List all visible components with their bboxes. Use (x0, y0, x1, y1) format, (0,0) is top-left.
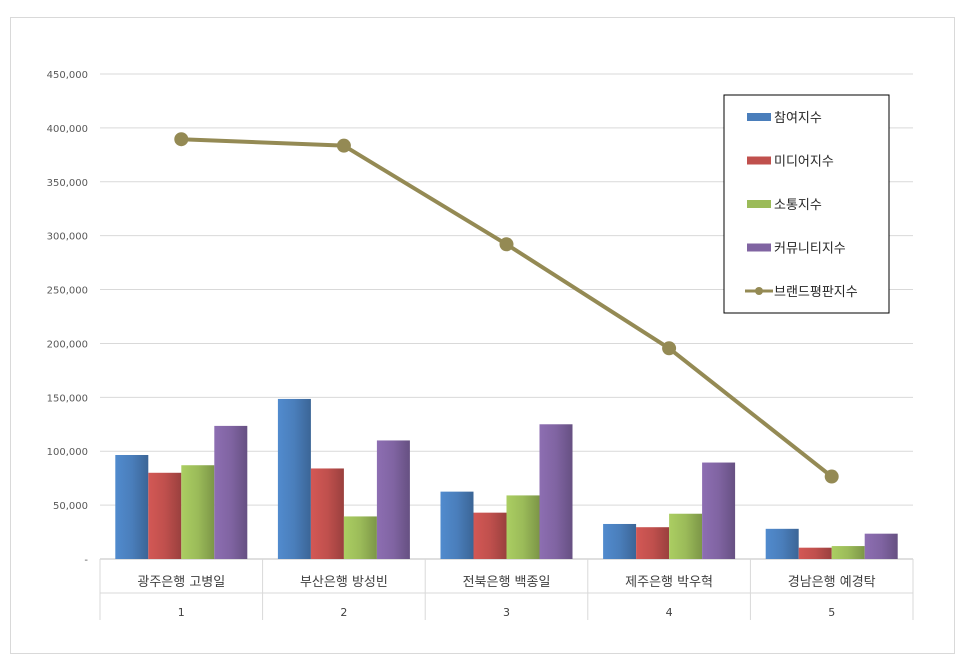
x-category-index: 5 (828, 606, 835, 619)
bar-4 (702, 462, 736, 559)
y-tick-label: 350,000 (47, 178, 88, 189)
line-point (336, 138, 351, 153)
line-point (499, 237, 514, 252)
y-tick-label: 200,000 (47, 339, 88, 350)
x-category-label: 경남은행 예경탁 (788, 574, 876, 590)
bar-4 (864, 533, 898, 559)
legend-label: 소통지수 (774, 198, 822, 213)
bar-2 (148, 472, 182, 559)
bar-1 (115, 454, 149, 559)
legend-line-marker (755, 287, 763, 295)
y-tick-label: 100,000 (47, 447, 88, 458)
line-point (174, 132, 189, 147)
legend-swatch (747, 113, 771, 121)
bar-4 (214, 425, 248, 559)
bar-3 (506, 495, 540, 559)
y-tick-label: 50,000 (53, 501, 88, 512)
x-category-label: 제주은행 박우혁 (625, 574, 713, 590)
bar-4 (539, 424, 573, 559)
legend-label: 브랜드평판지수 (774, 285, 858, 300)
legend-swatch (747, 156, 771, 165)
y-tick-label: 450,000 (47, 70, 88, 81)
bar-1 (277, 398, 311, 559)
legend-label: 참여지수 (774, 111, 822, 126)
line-point (662, 341, 677, 356)
legend-swatch (747, 243, 771, 252)
bar-1 (440, 491, 474, 559)
bar-2 (473, 512, 507, 559)
x-category-index: 1 (178, 606, 185, 619)
bar-1 (765, 528, 799, 559)
x-category-label: 전북은행 백종일 (463, 574, 551, 590)
x-category-label: 광주은행 고병일 (137, 574, 225, 590)
y-tick-label: 400,000 (47, 124, 88, 135)
bar-4 (376, 440, 410, 559)
x-category-index: 2 (340, 606, 347, 619)
bar-2 (310, 468, 344, 559)
x-category-index: 3 (503, 606, 510, 619)
y-tick-label: 250,000 (47, 286, 88, 297)
x-category-label: 부산은행 방성빈 (300, 574, 388, 590)
line-point (824, 469, 839, 484)
x-category-index: 4 (666, 606, 673, 619)
bar-3 (343, 516, 377, 559)
bar-1 (603, 523, 637, 559)
bar-2 (798, 547, 832, 559)
legend-label: 미디어지수 (774, 155, 834, 170)
y-tick-label: 150,000 (47, 393, 88, 404)
y-tick-label: - (84, 555, 88, 566)
bar-3 (181, 465, 215, 559)
legend-swatch (747, 200, 771, 208)
legend-label: 커뮤니티지수 (774, 242, 846, 257)
bar-3 (831, 546, 865, 559)
y-tick-label: 300,000 (47, 232, 88, 243)
bar-2 (636, 527, 670, 559)
bar-3 (669, 513, 703, 559)
